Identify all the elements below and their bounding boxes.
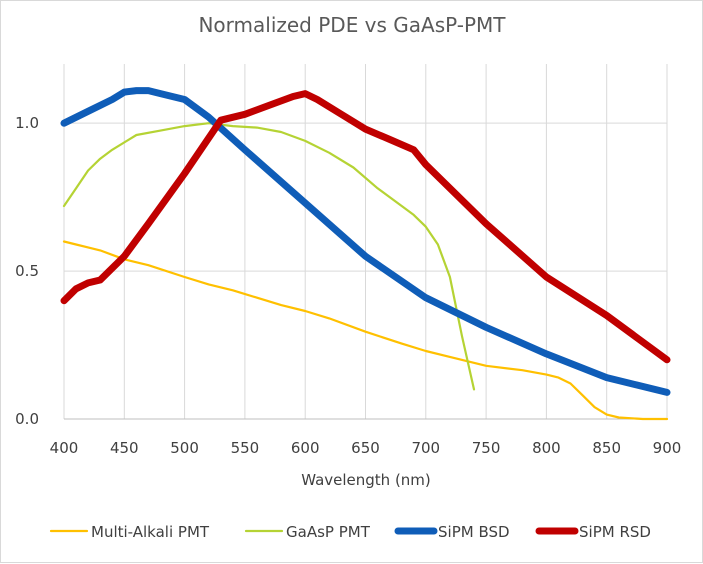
series-line-sipm-bsd <box>60 87 671 396</box>
x-tick-label: 850 <box>592 439 621 457</box>
series-line-multi-alkali-pmt <box>62 240 669 421</box>
gridlines <box>63 64 668 420</box>
x-tick-label: 400 <box>50 439 79 457</box>
tick-labels: 400 450 500 550 600 650 700 750 800 850 900 0.0 0.5 1… <box>15 114 681 457</box>
legend-label-sipm-rsd: SiPM RSD <box>579 523 651 541</box>
x-tick-label: 900 <box>653 439 682 457</box>
x-tick-label: 700 <box>411 439 440 457</box>
x-tick-label: 800 <box>532 439 561 457</box>
y-tick-label: 1.0 <box>15 114 39 132</box>
x-tick-label: 550 <box>231 439 260 457</box>
x-tick-label: 600 <box>291 439 320 457</box>
chart-title: Normalized PDE vs GaAsP-PMT <box>198 13 506 37</box>
series-line-sipm-rsd <box>60 90 671 364</box>
legend-label-multi-alkali-pmt: Multi-Alkali PMT <box>91 523 210 541</box>
legend-label-gaasp-pmt: GaAsP PMT <box>286 523 371 541</box>
y-tick-label: 0.5 <box>15 262 39 280</box>
series-layer <box>60 87 671 421</box>
x-tick-label: 500 <box>170 439 199 457</box>
x-axis-label: Wavelength (nm) <box>301 471 431 489</box>
series-line-gaasp-pmt <box>62 122 476 391</box>
x-tick-label: 450 <box>110 439 139 457</box>
y-tick-label: 0.0 <box>15 410 39 428</box>
legend-label-sipm-bsd: SiPM BSD <box>438 523 510 541</box>
x-tick-label: 650 <box>351 439 380 457</box>
legend: Multi-Alkali PMT GaAsP PMT SiPM BSD SiPM RS… <box>49 523 651 541</box>
x-tick-label: 750 <box>472 439 501 457</box>
